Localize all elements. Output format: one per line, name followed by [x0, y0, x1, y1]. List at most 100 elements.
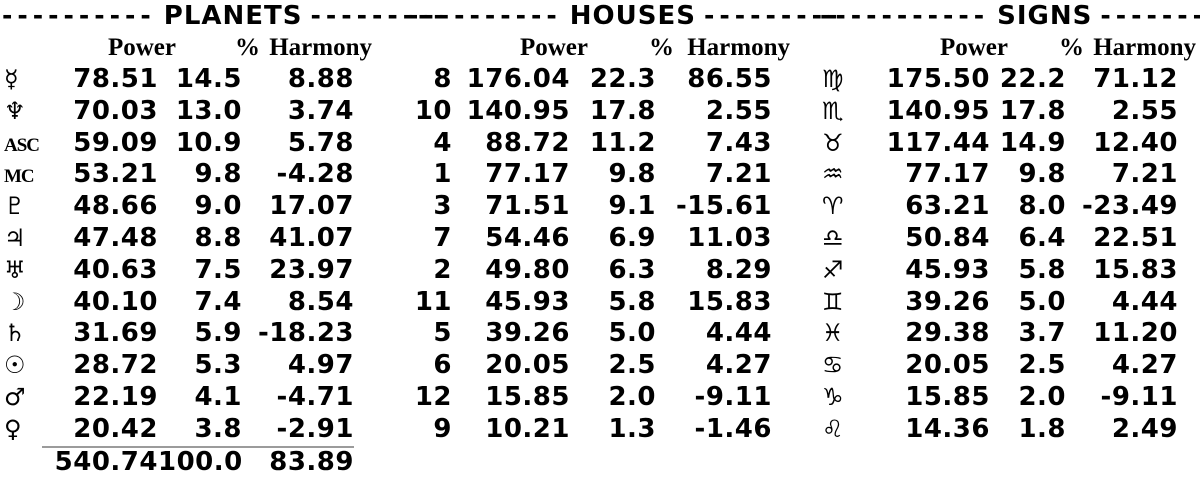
- venus-icon: ♀: [4, 414, 22, 443]
- house-3-label: 3: [433, 191, 452, 222]
- table-row: 8 176.04 22.3 86.55: [408, 64, 772, 96]
- percent-value: 3.7: [1018, 318, 1066, 349]
- power-value: 28.72: [73, 350, 158, 381]
- neptune-icon: ♆: [4, 96, 26, 125]
- percent-value: 22.3: [589, 64, 656, 94]
- percent-value: 9.1: [608, 191, 656, 222]
- table-row: ♑ 15.85 2.0 -9.11: [820, 382, 1178, 414]
- table-row: ASC 59.09 10.9 5.78: [2, 128, 354, 160]
- percent-value: 6.9: [608, 222, 656, 253]
- power-total: 540.74: [54, 446, 158, 477]
- power-value: 140.95: [886, 95, 990, 126]
- table-row: ♐ 45.93 5.8 15.83: [820, 255, 1178, 287]
- column-headers: Power % Harmony: [820, 32, 1196, 64]
- table-row: ♍ 175.50 22.2 71.12: [820, 64, 1178, 96]
- signs-table: -----------SIGNS----------- Power % Harm…: [820, 1, 1200, 446]
- table-row: 2 49.80 6.3 8.29: [408, 255, 772, 287]
- houses-table: ---------- HOUSES --------- Power % Harmon…: [408, 2, 837, 446]
- power-value: 71.51: [485, 191, 570, 222]
- midheaven-label: MC: [4, 166, 35, 188]
- section-title-text: SIGNS: [997, 1, 1093, 31]
- percent-value: 5.3: [194, 350, 242, 381]
- power-value: 53.21: [73, 159, 158, 190]
- power-value: 176.04: [466, 64, 570, 94]
- power-value: 175.50: [886, 64, 990, 94]
- harmony-value: 71.12: [1093, 64, 1178, 94]
- power-header: Power: [519, 34, 588, 61]
- harmony-value: 4.27: [1111, 350, 1178, 381]
- harmony-value: -1.46: [694, 413, 772, 444]
- percent-value: 5.8: [1018, 254, 1066, 285]
- table-row: 5 39.26 5.0 4.44: [408, 318, 772, 350]
- table-row: ☉ 28.72 5.3 4.97: [2, 350, 354, 382]
- percent-value: 9.8: [1018, 159, 1066, 190]
- harmony-value: 2.49: [1111, 413, 1178, 444]
- power-value: 70.03: [73, 95, 158, 126]
- power-value: 15.85: [905, 381, 990, 412]
- power-value: 31.69: [73, 318, 158, 349]
- power-value: 77.17: [905, 159, 990, 190]
- power-value: 10.21: [485, 413, 570, 444]
- harmony-value: 7.21: [1111, 159, 1178, 190]
- harmony-header: Harmony: [269, 34, 372, 61]
- harmony-total: 83.89: [269, 446, 354, 477]
- house-5-label: 5: [433, 318, 452, 349]
- harmony-value: -9.11: [1100, 381, 1178, 412]
- power-value: 54.46: [485, 222, 570, 253]
- house-6-label: 6: [433, 350, 452, 381]
- house-7-label: 7: [433, 222, 452, 253]
- title-dashes-right: ---------: [703, 1, 843, 30]
- percent-value: 7.4: [194, 286, 242, 317]
- harmony-value: 8.88: [287, 64, 354, 94]
- harmony-value: 8.54: [287, 286, 354, 317]
- planets-table: ---------- PLANETS --------- Power % Harmo…: [2, 2, 444, 479]
- percent-value: 10.9: [175, 127, 242, 158]
- percent-value: 2.0: [1018, 381, 1066, 412]
- capricorn-icon: ♑: [822, 382, 844, 411]
- power-value: 40.63: [73, 254, 158, 285]
- table-row: ♅ 40.63 7.5 23.97: [2, 255, 354, 287]
- table-row: ♄ 31.69 5.9 -18.23: [2, 318, 354, 350]
- percent-value: 6.4: [1018, 222, 1066, 253]
- table-row: ♀ 20.42 3.8 -2.91: [2, 414, 354, 448]
- title-dashes-left: -----------: [820, 1, 990, 30]
- harmony-header: Harmony: [1093, 34, 1196, 61]
- table-row: 11 45.93 5.8 15.83: [408, 287, 772, 319]
- percent-value: 7.5: [194, 254, 242, 285]
- power-value: 88.72: [485, 127, 570, 158]
- percent-value: 9.8: [194, 159, 242, 190]
- jupiter-icon: ♃: [4, 223, 26, 252]
- power-value: 15.85: [485, 381, 570, 412]
- aries-icon: ♈: [822, 192, 844, 221]
- house-10-label: 10: [414, 95, 452, 126]
- table-row: 4 88.72 11.2 7.43: [408, 128, 772, 160]
- power-value: 14.36: [905, 413, 990, 444]
- harmony-value: 23.97: [269, 254, 354, 285]
- table-row: 10 140.95 17.8 2.55: [408, 96, 772, 128]
- moon-icon: ☽: [4, 287, 26, 316]
- house-8-label: 8: [433, 64, 452, 94]
- percent-value: 2.0: [608, 381, 656, 412]
- harmony-value: -4.71: [276, 381, 354, 412]
- percent-value: 5.9: [194, 318, 242, 349]
- harmony-value: 41.07: [269, 222, 354, 253]
- percent-value: 2.5: [1018, 350, 1066, 381]
- virgo-icon: ♍: [822, 65, 844, 93]
- percent-value: 6.3: [608, 254, 656, 285]
- table-row: ♋ 20.05 2.5 4.27: [820, 350, 1178, 382]
- percent-value: 13.0: [175, 95, 242, 126]
- harmony-value: 2.55: [1111, 95, 1178, 126]
- power-value: 49.80: [485, 254, 570, 285]
- harmony-value: -4.28: [276, 159, 354, 190]
- uranus-icon: ♅: [4, 255, 26, 284]
- power-value: 48.66: [73, 191, 158, 222]
- percent-header: %: [235, 34, 260, 61]
- percent-value: 14.5: [175, 64, 242, 94]
- scorpio-icon: ♏: [822, 96, 844, 125]
- house-4-label: 4: [433, 127, 452, 158]
- harmony-value: 5.78: [287, 127, 354, 158]
- title-dashes-right: -----------: [1100, 1, 1200, 30]
- power-value: 20.42: [42, 414, 158, 448]
- harmony-value: -15.61: [675, 191, 772, 222]
